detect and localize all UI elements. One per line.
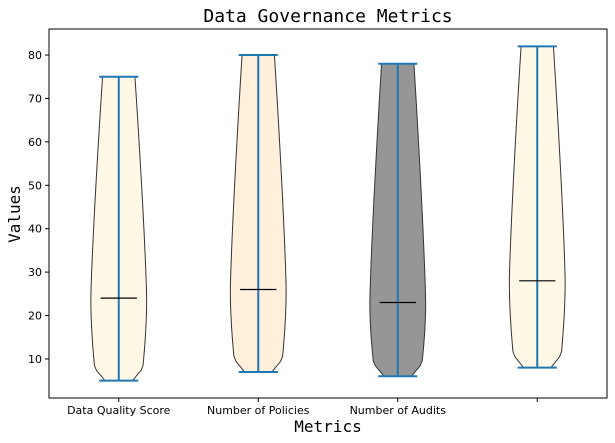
y-tick-label: 40 (28, 223, 42, 236)
y-tick-label: 30 (28, 266, 42, 279)
y-tick-label: 20 (28, 310, 42, 323)
y-tick-label: 80 (28, 49, 42, 62)
x-tick-label: Data Quality Score (67, 404, 171, 417)
y-axis-label: Values (5, 185, 24, 243)
y-tick-label: 50 (28, 179, 42, 192)
y-axis: 10 20 30 40 50 60 70 80 (28, 49, 49, 366)
violins-group (90, 45, 566, 382)
y-tick-label: 70 (28, 92, 42, 105)
violin-4 (508, 45, 566, 369)
x-tick-label: Number of Policies (207, 404, 310, 417)
x-tick-label: Number of Audits (350, 404, 447, 417)
y-tick-label: 10 (28, 353, 42, 366)
violin-3 (369, 62, 427, 378)
violin-2 (229, 54, 287, 373)
chart-title: Data Governance Metrics (203, 6, 452, 27)
x-axis: Data Quality Score Number of Policies Numb… (67, 398, 538, 417)
violin-1 (90, 75, 148, 382)
y-tick-label: 60 (28, 136, 42, 149)
x-axis-label: Metrics (294, 417, 361, 436)
